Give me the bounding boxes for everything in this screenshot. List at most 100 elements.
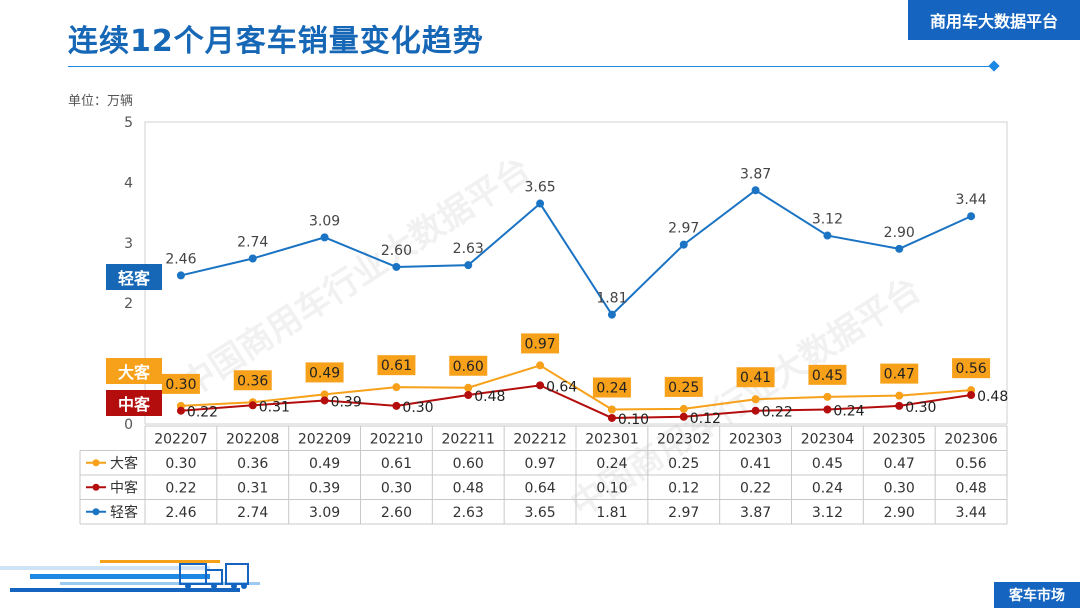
data-label-light: 2.60: [381, 243, 412, 259]
data-point-big: [464, 383, 473, 392]
x-tick-label: 202212: [513, 431, 566, 447]
table-cell: 0.30: [884, 480, 915, 496]
table-cell: 0.97: [524, 456, 555, 472]
data-point-mid: [248, 401, 257, 410]
y-tick-label: 4: [124, 175, 133, 191]
data-label-box-big: [664, 376, 703, 397]
data-label-big: 0.61: [381, 358, 412, 374]
data-label-light: 3.12: [812, 212, 843, 228]
x-tick-label: 202306: [944, 431, 998, 447]
data-label-box-big: [880, 363, 919, 384]
title-divider: [68, 66, 994, 67]
data-point-big: [320, 390, 329, 399]
data-point-light: [607, 310, 616, 319]
table-cell: 2.90: [884, 505, 915, 521]
data-label-light: 3.09: [309, 213, 340, 229]
table-cell: 0.12: [668, 480, 699, 496]
data-label-mid: 0.30: [402, 400, 433, 416]
table-cell: 3.87: [740, 505, 771, 521]
data-label-mid: 0.39: [331, 394, 362, 410]
table-cell: 0.49: [309, 456, 340, 472]
table-cell: 0.22: [740, 480, 771, 496]
table-cell: 3.12: [812, 505, 843, 521]
table-cell: 2.63: [453, 505, 484, 521]
data-label-big: 0.36: [237, 373, 268, 389]
data-point-big: [536, 361, 545, 370]
table-cell: 0.41: [740, 456, 771, 472]
data-point-big: [751, 395, 760, 404]
data-label-light: 1.81: [596, 291, 627, 307]
data-label-box-big: [592, 377, 631, 398]
data-label-big: 0.47: [884, 367, 915, 383]
data-point-light: [967, 212, 976, 221]
unit-label: 单位：万辆: [68, 94, 134, 109]
table-cell: 0.24: [812, 480, 843, 496]
data-label-box-big: [736, 367, 775, 388]
table-cell: 0.64: [524, 480, 555, 496]
x-tick-label: 202303: [729, 431, 782, 447]
table-cell: 0.25: [668, 456, 699, 472]
data-label-big: 0.41: [740, 370, 771, 386]
table-cell: 3.65: [524, 505, 555, 521]
legend-marker-big: [92, 459, 100, 467]
data-label-box-big: [449, 355, 488, 376]
table-cell: 3.44: [955, 505, 986, 521]
table-cell: 0.24: [596, 456, 627, 472]
x-tick-label: 202209: [298, 431, 351, 447]
data-point-mid: [823, 405, 832, 414]
data-label-box-big: [377, 355, 416, 376]
data-point-big: [392, 383, 401, 392]
data-point-light: [392, 262, 401, 271]
data-point-light: [536, 199, 545, 208]
data-point-light: [751, 186, 760, 195]
data-point-mid: [895, 401, 904, 410]
data-point-big: [895, 391, 904, 400]
data-label-light: 2.90: [884, 225, 915, 241]
legend-marker-mid: [92, 483, 100, 491]
y-tick-label: 0: [124, 417, 133, 433]
y-tick-label: 5: [124, 115, 133, 131]
legend-label-light: 轻客: [110, 504, 138, 521]
truck-speed-graphic: [0, 560, 260, 592]
data-label-big: 0.24: [596, 381, 627, 397]
series-line-light: [180, 189, 972, 317]
table-cell: 2.97: [668, 505, 699, 521]
table-cell: 0.61: [381, 456, 412, 472]
data-label-big: 0.25: [668, 380, 699, 396]
y-tick-label: 2: [124, 296, 133, 312]
table-cell: 2.74: [237, 505, 268, 521]
data-label-mid: 0.31: [259, 399, 290, 415]
table-cell: 0.36: [237, 456, 268, 472]
series-line-mid: [180, 384, 972, 419]
data-label-light: 3.87: [740, 166, 771, 182]
table-cell: 0.30: [165, 456, 196, 472]
table-cell: 0.60: [453, 456, 484, 472]
data-label-mid: 0.24: [833, 404, 864, 420]
data-point-light: [679, 240, 688, 249]
legend-marker-light: [92, 508, 100, 516]
table-cell: 0.48: [453, 480, 484, 496]
series-tag-mid: 中客: [106, 390, 162, 416]
data-label-big: 0.45: [812, 368, 843, 384]
data-point-light: [320, 233, 329, 242]
data-label-mid: 0.48: [474, 389, 505, 405]
table-cell: 0.45: [812, 456, 843, 472]
x-tick-label: 202207: [154, 431, 207, 447]
data-label-mid: 0.12: [690, 411, 721, 427]
x-tick-label: 202305: [873, 431, 926, 447]
data-point-big: [607, 405, 616, 414]
table-cell: 0.31: [237, 480, 268, 496]
table-cell: 2.60: [381, 505, 412, 521]
data-label-box-big: [305, 362, 344, 383]
data-point-mid: [176, 406, 185, 415]
data-label-box-big: [161, 373, 200, 394]
data-label-light: 2.46: [165, 251, 196, 267]
data-label-mid: 0.48: [977, 389, 1008, 405]
series-tag-light: 轻客: [106, 264, 162, 290]
x-tick-label: 202301: [585, 431, 638, 447]
table-cell: 2.46: [165, 505, 196, 521]
y-tick-label: 3: [124, 236, 133, 252]
x-tick-label: 202211: [442, 431, 495, 447]
data-label-mid: 0.10: [618, 412, 649, 428]
